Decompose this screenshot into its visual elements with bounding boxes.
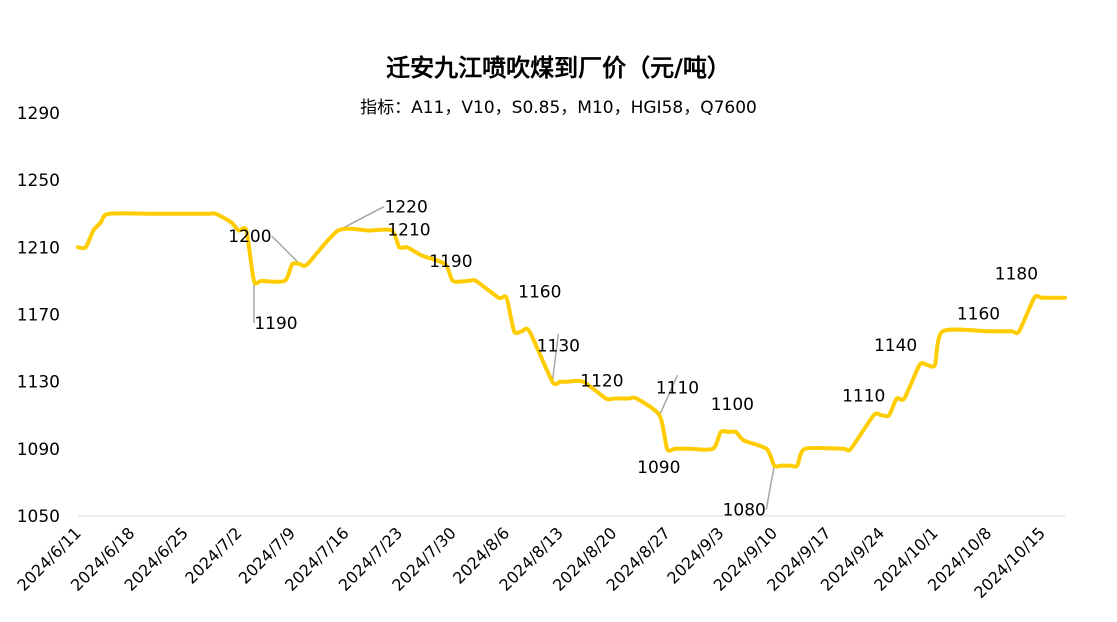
x-axis: 2024/6/112024/6/182024/6/252024/7/22024/… [13, 523, 1048, 602]
y-tick-label: 1170 [17, 306, 60, 326]
annotation-leaders [253, 205, 775, 510]
data-label: 1090 [637, 458, 680, 478]
y-tick-label: 1290 [17, 104, 60, 124]
data-label: 1160 [957, 304, 1000, 324]
data-label: 1180 [995, 265, 1038, 285]
y-tick-label: 1090 [17, 440, 60, 460]
data-label: 1190 [429, 252, 472, 272]
y-tick-label: 1050 [17, 507, 60, 527]
y-tick-label: 1130 [17, 373, 60, 393]
data-label: 1110 [656, 378, 699, 398]
data-label: 1220 [385, 198, 428, 218]
data-label: 1140 [874, 336, 917, 356]
data-label: 1200 [228, 227, 271, 247]
data-label: 1110 [842, 386, 885, 406]
label-leader-line [658, 374, 679, 416]
label-leader-line [337, 205, 385, 232]
x-tick-label: 2024/7/2 [181, 523, 245, 587]
y-axis: 1050 1090 1130 1170 1210 1250 1290 [17, 104, 60, 527]
label-leader-line [551, 333, 560, 382]
chart-subtitle: 指标：A11，V10，S0.85，M10，HGI58，Q7600 [360, 98, 757, 118]
label-leader-line [271, 235, 301, 265]
data-label: 1210 [387, 220, 430, 240]
data-label: 1080 [723, 501, 766, 521]
series-group [76, 211, 1067, 469]
data-label: 1100 [711, 395, 754, 415]
data-label: 1190 [254, 314, 297, 334]
y-tick-label: 1250 [17, 171, 60, 191]
data-label: 1130 [537, 337, 580, 357]
data-label: 1120 [580, 371, 623, 391]
y-tick-label: 1210 [17, 238, 60, 258]
series-line [76, 211, 1067, 469]
label-leader-line [765, 465, 775, 510]
chart-title: 迁安九江喷吹煤到厂价（元/吨） [386, 54, 731, 82]
data-label: 1160 [518, 282, 561, 302]
